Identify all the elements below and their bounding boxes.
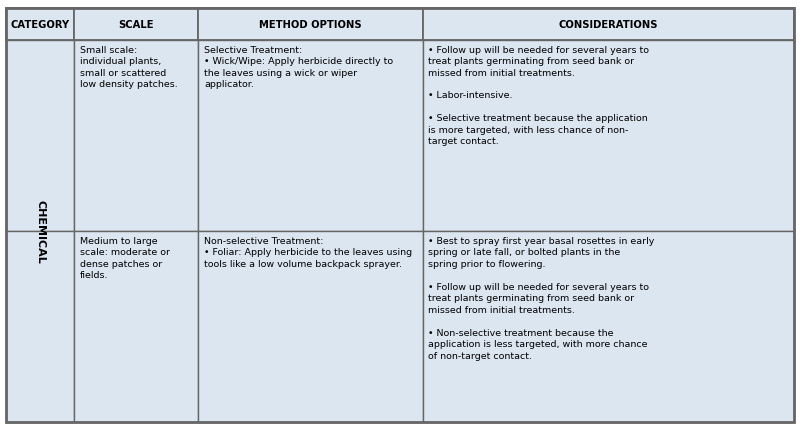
- Text: Non-selective Treatment:
• Foliar: Apply herbicide to the leaves using
tools lik: Non-selective Treatment: • Foliar: Apply…: [204, 237, 412, 268]
- Text: Medium to large
scale: moderate or
dense patches or
fields.: Medium to large scale: moderate or dense…: [80, 237, 170, 280]
- Text: METHOD OPTIONS: METHOD OPTIONS: [259, 20, 362, 30]
- Bar: [6, 9, 74, 40]
- Text: CONSIDERATIONS: CONSIDERATIONS: [558, 20, 658, 30]
- Text: SCALE: SCALE: [118, 20, 154, 30]
- Bar: [74, 9, 198, 40]
- Text: CHEMICAL: CHEMICAL: [35, 200, 46, 263]
- Text: Small scale:
individual plants,
small or scattered
low density patches.: Small scale: individual plants, small or…: [80, 46, 178, 89]
- Bar: [74, 231, 198, 422]
- Bar: [198, 231, 423, 422]
- Bar: [423, 9, 794, 40]
- Bar: [198, 40, 423, 231]
- Text: CATEGORY: CATEGORY: [10, 20, 70, 30]
- Text: • Best to spray first year basal rosettes in early
spring or late fall, or bolte: • Best to spray first year basal rosette…: [429, 237, 655, 360]
- Text: Selective Treatment:
• Wick/Wipe: Apply herbicide directly to
the leaves using a: Selective Treatment: • Wick/Wipe: Apply …: [204, 46, 394, 89]
- Bar: [423, 231, 794, 422]
- Text: • Follow up will be needed for several years to
treat plants germinating from se: • Follow up will be needed for several y…: [429, 46, 650, 146]
- Bar: [74, 40, 198, 231]
- Bar: [6, 40, 74, 231]
- Bar: [423, 40, 794, 231]
- Bar: [198, 9, 423, 40]
- Bar: [6, 231, 74, 422]
